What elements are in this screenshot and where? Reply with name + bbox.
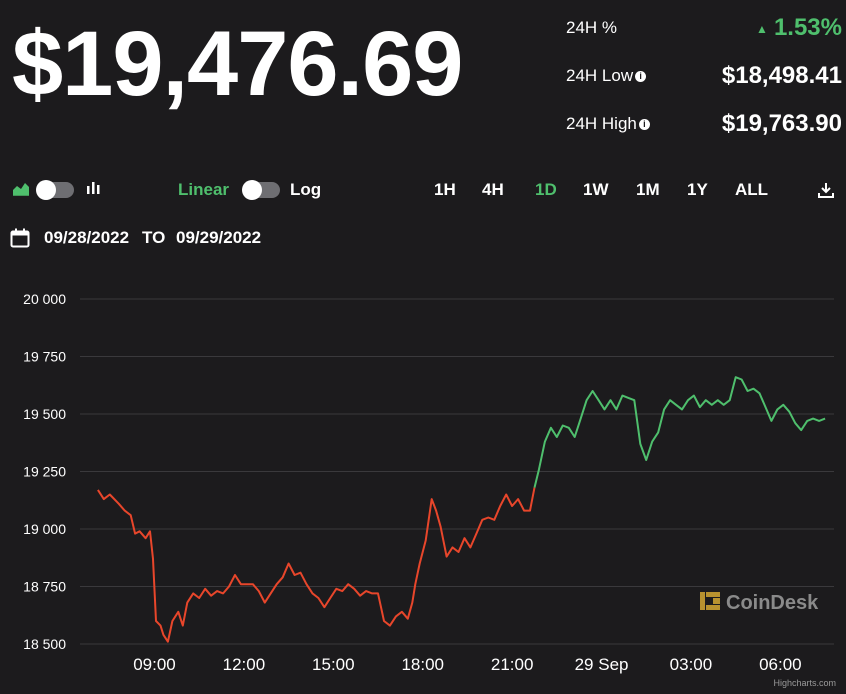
stats-panel: 24H % ▲ 1.53% 24H Low i $18,498.41 24H Hig… [566,14,846,158]
stat-value: $18,498.41 [721,62,842,89]
stat-label: 24H Low [566,66,634,85]
y-tick-label: 19 500 [23,406,66,422]
x-axis-labels: 09:00 12:00 15:00 18:00 21:00 29 Sep 03:00 06:0… [133,655,801,674]
stat-value: $19,763.90 [721,110,842,137]
linear-scale-label[interactable]: Linear [178,180,230,199]
stat-24h-high: 24H High i $19,763.90 [566,110,846,158]
range-1w[interactable]: 1W [583,180,609,199]
range-1m[interactable]: 1M [636,180,660,199]
range-all[interactable]: ALL [735,180,769,199]
calendar-icon[interactable] [10,228,30,248]
y-tick-label: 19 000 [23,521,66,537]
x-tick-label: 21:00 [491,655,534,674]
price-line-up [533,376,826,488]
x-tick-label: 12:00 [223,655,266,674]
x-tick-label: 29 Sep [575,655,629,674]
coindesk-watermark: CoinDesk [700,592,819,614]
price-chart[interactable]: 18 500 18 750 19 000 19 250 19 500 19 750 20 0… [0,270,846,680]
log-scale-label[interactable]: Log [290,180,322,199]
stat-value: ▲ 1.53% [756,14,842,42]
up-triangle-icon: ▲ [756,22,768,36]
date-to-label: TO [142,228,166,247]
scale-toggle[interactable] [242,180,280,200]
chart-type-toggle[interactable] [36,180,74,200]
x-tick-label: 09:00 [133,655,176,674]
stat-label-wrap: 24H Low i [566,66,647,86]
info-icon[interactable]: i [635,71,647,82]
date-to-input[interactable]: 09/29/2022 [176,228,262,247]
toggle-knob [36,180,56,200]
range-1d[interactable]: 1D [535,180,557,199]
stat-24h-low: 24H Low i $18,498.41 [566,62,846,110]
stat-label: 24H High [566,114,637,133]
coindesk-logo-icon [700,592,720,610]
candlestick-icon[interactable] [86,180,100,196]
x-tick-label: 18:00 [401,655,444,674]
range-4h[interactable]: 4H [482,180,504,199]
price-line-down [97,487,536,643]
y-tick-label: 20 000 [23,291,66,307]
y-tick-label: 19 250 [23,464,66,480]
toggle-knob [242,180,262,200]
date-from-input[interactable]: 09/28/2022 [44,228,130,247]
area-chart-icon[interactable] [12,180,30,196]
stat-label-wrap: 24H High i [566,114,650,134]
download-icon[interactable] [817,181,835,199]
x-tick-label: 06:00 [759,655,802,674]
watermark-text: CoinDesk [726,592,819,614]
range-1y[interactable]: 1Y [687,180,708,199]
chart-toolbar: Linear Log [0,176,846,206]
credits[interactable]: Highcharts.com [773,678,836,688]
range-1h[interactable]: 1H [434,180,456,199]
change-percent: 1.53% [773,14,842,41]
grid-lines [80,298,834,645]
price-line [97,376,826,643]
info-icon[interactable]: i [638,119,650,130]
x-tick-label: 15:00 [312,655,355,674]
y-axis-labels: 18 500 18 750 19 000 19 250 19 500 19 750 20 0… [23,291,66,652]
y-tick-label: 19 750 [23,349,66,365]
x-tick-label: 03:00 [670,655,713,674]
current-price: $19,476.69 [12,13,463,115]
stat-label: 24H % [566,18,618,37]
y-tick-label: 18 500 [23,636,66,652]
y-tick-label: 18 750 [23,579,66,595]
stat-24h-change: 24H % ▲ 1.53% [566,14,846,62]
